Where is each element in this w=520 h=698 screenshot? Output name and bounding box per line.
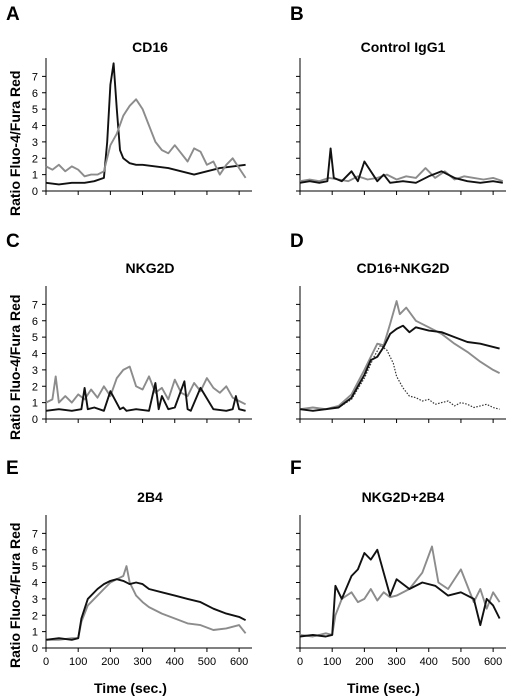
panel-d-title: CD16+NKG2D	[357, 260, 450, 276]
panel-a-y-tick-label-0: 0	[32, 186, 38, 198]
panel-a-letter: A	[6, 4, 20, 25]
panel-f-series-gray-line	[299, 545, 501, 638]
panel-e-title: 2B4	[137, 489, 163, 505]
panel-c-y-tick-label-2: 2	[32, 381, 38, 393]
panel-e-y-tick-label-3: 3	[32, 594, 38, 606]
panel-e-series-gray-line	[46, 565, 247, 641]
panel-d-series-black-line	[299, 324, 500, 412]
panel-d-letter: D	[290, 231, 304, 252]
y-axis-label-row-3: Ratio Fluo-4/Fura Red	[7, 523, 23, 668]
panel-e-y-tick-label-7: 7	[32, 528, 38, 540]
panel-c-title: NKG2D	[125, 260, 174, 276]
panel-a-y-tick-label-7: 7	[32, 71, 38, 83]
panel-d-series-gray-line	[299, 300, 501, 411]
panel-a-series-black-line	[45, 62, 246, 186]
panel-f-x-tick-label-2: 200	[355, 656, 373, 668]
panel-e-x-tick-label-5: 500	[198, 656, 216, 668]
panel-b-letter: B	[290, 4, 304, 25]
panel-e-y-tick-label-6: 6	[32, 545, 38, 557]
panel-f-x-tick-label-5: 500	[452, 656, 470, 668]
panel-f-x-tick-label-6: 600	[484, 656, 502, 668]
panel-f-title: NKG2D+2B4	[362, 489, 445, 505]
y-axis-label-row-2: Ratio Fluo-4/Fura Red	[7, 295, 23, 440]
panel-c-y-tick-label-3: 3	[32, 365, 38, 377]
panel-e-y-tick-label-0: 0	[32, 643, 38, 655]
panel-f-series-black-line	[299, 548, 501, 638]
panel-e-y-tick-label-2: 2	[32, 610, 38, 622]
panel-a-y-tick-label-4: 4	[32, 121, 38, 133]
panel-e-x-tick-label-0: 0	[43, 656, 49, 668]
x-axis-label-left: Time (sec.)	[94, 680, 167, 696]
panel-b-series-black-line	[299, 147, 503, 184]
panel-a-y-tick-label-6: 6	[32, 88, 38, 100]
panel-c-y-tick-label-5: 5	[32, 332, 38, 344]
panel-e-letter: E	[6, 458, 19, 479]
panel-c-series-gray-line	[45, 365, 247, 406]
panel-f-x-tick-label-1: 100	[323, 656, 341, 668]
panel-f-x-tick-label-4: 400	[420, 656, 438, 668]
y-axis-label-row-1: Ratio Fluo-4/Fura Red	[7, 71, 23, 216]
panel-c-series-black-line	[45, 380, 246, 412]
panel-b-title: Control IgG1	[361, 39, 446, 55]
panel-c-y-tick-label-0: 0	[32, 414, 38, 426]
panel-a-y-tick-label-1: 1	[32, 170, 38, 182]
x-axis-label-right: Time (sec.)	[347, 680, 420, 696]
panel-f-x-tick-label-3: 300	[387, 656, 405, 668]
panel-e-x-tick-label-4: 400	[166, 656, 184, 668]
panel-e-x-tick-label-2: 200	[101, 656, 119, 668]
panel-c-y-tick-label-1: 1	[32, 398, 38, 410]
panel-e-x-tick-label-1: 100	[69, 656, 87, 668]
panel-e-series-black-line	[45, 578, 247, 641]
panel-e-y-tick-label-4: 4	[32, 578, 38, 590]
panel-d-series-dotted-line	[299, 344, 500, 412]
panel-a-title: CD16	[132, 39, 168, 55]
panel-c-y-tick-label-7: 7	[32, 299, 38, 311]
panel-a-y-tick-label-5: 5	[32, 104, 38, 116]
panel-c-letter: C	[6, 231, 20, 252]
panel-f-letter: F	[290, 458, 302, 479]
panel-f-x-tick-label-0: 0	[297, 656, 303, 668]
panel-a-y-tick-label-3: 3	[32, 137, 38, 149]
panel-b-series-gray-line	[299, 167, 504, 183]
panel-a-series-gray-line	[45, 98, 247, 179]
panel-a-y-tick-label-2: 2	[32, 153, 38, 165]
panel-e-x-tick-label-6: 600	[230, 656, 248, 668]
panel-c-y-tick-label-4: 4	[32, 349, 38, 361]
panel-c-y-tick-label-6: 6	[32, 316, 38, 328]
panel-e-y-tick-label-5: 5	[32, 561, 38, 573]
panel-e-x-tick-label-3: 300	[133, 656, 151, 668]
panel-e-y-tick-label-1: 1	[32, 627, 38, 639]
